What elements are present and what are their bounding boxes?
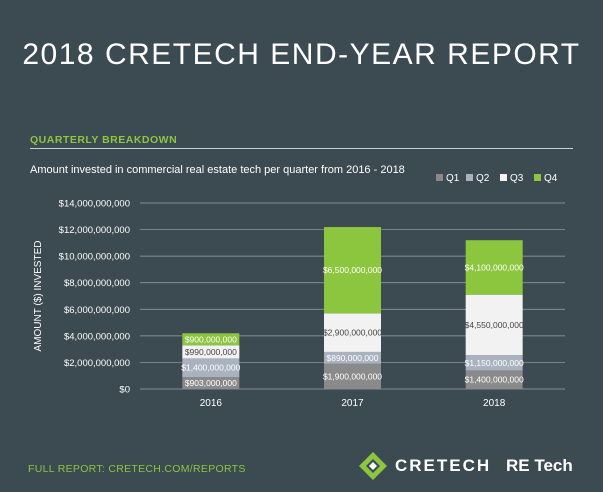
cretech-logo-icon [359,452,387,480]
data-label: $6,500,000,000 [323,265,382,275]
bar-segment-q2 [465,355,523,371]
bar-segment-q3 [465,294,523,356]
bar-segment-q4 [465,240,523,295]
report-title: 2018 CRETECH END-YEAR REPORT [22,38,581,71]
x-tick-label: 2017 [341,398,364,409]
data-label: $890,000,000 [327,353,379,363]
data-label: $1,400,000,000 [465,375,524,385]
y-axis-label: AMOUNT ($) INVESTED [33,241,44,352]
legend-swatch-q1 [436,174,443,181]
data-label: $900,000,000 [185,334,237,344]
legend-label: Q3 [510,173,524,184]
legend-label: Q2 [476,173,490,184]
bar-segment-q1 [465,370,523,389]
y-tick-label: $14,000,000,000 [59,199,130,210]
section-divider [30,148,573,149]
bar-segment-q1 [182,377,240,389]
legend-swatch-q3 [500,174,507,181]
y-tick-label: $0 [119,385,130,396]
bar-segment-q2 [182,358,240,378]
legend-swatch-q4 [534,174,541,181]
full-report-link[interactable]: FULL REPORT: CRETECH.COM/REPORTS [28,463,246,475]
legend-label: Q4 [544,173,558,184]
y-tick-label: $8,000,000,000 [64,278,130,289]
bar-segment-q2 [324,351,381,364]
data-label: $903,000,000 [185,378,237,388]
section-title: QUARTERLY BREAKDOWN [30,134,178,146]
data-label: $1,150,000,000 [465,358,524,368]
y-tick-label: $6,000,000,000 [64,305,130,316]
data-label: $1,400,000,000 [181,363,240,373]
data-label: $2,900,000,000 [323,328,382,338]
y-tick-label: $2,000,000,000 [64,358,130,369]
y-tick-label: $12,000,000,000 [59,225,130,236]
bar-segment-q3 [324,313,381,352]
bar-segment-q3 [182,345,240,359]
data-label: $1,900,000,000 [323,371,382,381]
x-tick-label: 2018 [483,398,506,409]
x-tick-label: 2016 [200,398,223,409]
data-label: $4,100,000,000 [465,262,524,272]
y-tick-label: $4,000,000,000 [64,331,130,342]
bar-segment-q1 [324,363,381,389]
y-tick-label: $10,000,000,000 [59,252,130,263]
data-label: $990,000,000 [185,347,237,357]
legend-swatch-q2 [466,174,473,181]
data-label: $4,550,000,000 [465,320,524,330]
bar-segment-q4 [182,333,240,346]
bar-segment-q4 [324,227,381,314]
partner-logo: RE Tech [506,456,573,475]
chart-subtitle: Amount invested in commercial real estat… [30,164,405,176]
legend-label: Q1 [446,173,460,184]
brand-name: CRETECH [395,456,492,475]
